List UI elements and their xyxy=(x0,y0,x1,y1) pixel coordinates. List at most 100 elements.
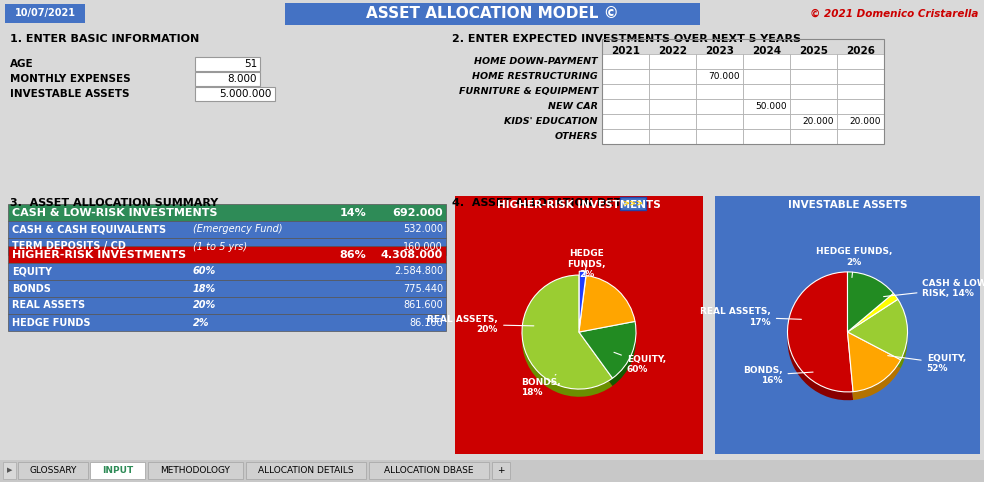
Bar xyxy=(743,84,790,99)
Bar xyxy=(790,84,837,99)
Text: 532.000: 532.000 xyxy=(403,225,443,235)
Text: © 2021 Domenico Cristarella: © 2021 Domenico Cristarella xyxy=(810,9,978,19)
Wedge shape xyxy=(522,275,612,389)
Text: 2. ENTER EXPECTED INVESTMENTS OVER NEXT 5 YEARS: 2. ENTER EXPECTED INVESTMENTS OVER NEXT … xyxy=(452,34,801,44)
Text: EQUITY,
52%: EQUITY, 52% xyxy=(888,354,965,373)
Text: 2021: 2021 xyxy=(611,46,640,56)
Bar xyxy=(8,263,446,280)
Wedge shape xyxy=(522,283,612,397)
Text: HIGHER-RISK INVESTMENTS: HIGHER-RISK INVESTMENTS xyxy=(12,250,186,259)
Text: 3.  ASSET ALLOCATION SUMMARY: 3. ASSET ALLOCATION SUMMARY xyxy=(10,198,218,208)
Text: HEDGE
FUNDS,
2%: HEDGE FUNDS, 2% xyxy=(568,249,606,279)
Text: 86%: 86% xyxy=(339,250,366,259)
Bar xyxy=(602,114,649,129)
Bar xyxy=(285,3,700,25)
Text: ALLOCATION DETAILS: ALLOCATION DETAILS xyxy=(258,466,354,475)
Text: INVESTABLE ASSETS: INVESTABLE ASSETS xyxy=(788,200,907,210)
Text: 70.000: 70.000 xyxy=(708,72,740,81)
Text: INVESTABLE ASSETS: INVESTABLE ASSETS xyxy=(10,89,130,99)
Bar xyxy=(743,69,790,84)
Text: 5.000.000: 5.000.000 xyxy=(219,89,272,99)
Bar xyxy=(837,129,884,144)
Bar xyxy=(696,69,743,84)
Text: EQUITY: EQUITY xyxy=(12,267,52,277)
Wedge shape xyxy=(847,340,900,400)
Bar xyxy=(0,460,984,482)
Text: 4.308.000: 4.308.000 xyxy=(381,250,443,259)
Wedge shape xyxy=(580,271,586,328)
Text: KIDS' EDUCATION: KIDS' EDUCATION xyxy=(505,117,598,126)
Text: ▶: ▶ xyxy=(7,468,12,473)
Text: BONDS,
18%: BONDS, 18% xyxy=(522,375,561,397)
Text: BONDS: BONDS xyxy=(12,283,51,294)
Bar xyxy=(8,314,446,331)
Text: BONDS,
16%: BONDS, 16% xyxy=(743,365,813,385)
Wedge shape xyxy=(579,329,636,386)
Text: 50.000: 50.000 xyxy=(756,102,787,111)
Bar xyxy=(649,129,696,144)
Text: +: + xyxy=(497,466,505,475)
Bar xyxy=(790,129,837,144)
Text: GLOSSARY: GLOSSARY xyxy=(30,466,77,475)
Text: TERM DEPOSITS / CD: TERM DEPOSITS / CD xyxy=(12,241,126,252)
Text: METHODOLOGY: METHODOLOGY xyxy=(160,466,230,475)
Text: 8.000: 8.000 xyxy=(227,74,257,84)
Wedge shape xyxy=(847,272,893,332)
Text: 160.000: 160.000 xyxy=(403,241,443,252)
Bar xyxy=(790,99,837,114)
Wedge shape xyxy=(579,283,635,340)
Text: HOME DOWN-PAYMENT: HOME DOWN-PAYMENT xyxy=(474,57,598,66)
Bar xyxy=(715,196,980,214)
Text: 20.000: 20.000 xyxy=(849,117,881,126)
Bar xyxy=(602,39,884,144)
Wedge shape xyxy=(847,332,900,392)
Text: CASH & LOW
RISK, 14%: CASH & LOW RISK, 14% xyxy=(884,279,984,298)
Bar xyxy=(369,462,489,479)
Bar xyxy=(8,221,446,238)
Wedge shape xyxy=(847,280,893,340)
Wedge shape xyxy=(787,280,853,400)
Text: 4.  ASSET ALLOCATION DETAILS: 4. ASSET ALLOCATION DETAILS xyxy=(452,198,648,208)
Bar xyxy=(5,4,85,23)
Bar xyxy=(837,114,884,129)
Bar xyxy=(195,57,260,71)
Bar xyxy=(837,69,884,84)
Text: REAL ASSETS: REAL ASSETS xyxy=(12,300,86,310)
Bar xyxy=(8,204,446,221)
Text: 861.600: 861.600 xyxy=(403,300,443,310)
Bar xyxy=(837,54,884,69)
Bar xyxy=(455,196,703,214)
Text: ALLOCATION DBASE: ALLOCATION DBASE xyxy=(384,466,473,475)
Bar xyxy=(90,462,145,479)
Bar xyxy=(790,69,837,84)
Bar xyxy=(743,99,790,114)
Text: HEDGE FUNDS: HEDGE FUNDS xyxy=(12,318,91,327)
Bar xyxy=(715,214,980,454)
Bar xyxy=(743,54,790,69)
Bar xyxy=(649,54,696,69)
Text: (1 to 5 yrs): (1 to 5 yrs) xyxy=(193,241,247,252)
Bar xyxy=(620,197,646,210)
Bar xyxy=(8,246,446,263)
Bar xyxy=(743,129,790,144)
Text: 51: 51 xyxy=(244,59,257,69)
Bar xyxy=(837,99,884,114)
Text: 2024: 2024 xyxy=(752,46,781,56)
Bar xyxy=(602,54,649,69)
Text: 2.584.800: 2.584.800 xyxy=(394,267,443,277)
Bar xyxy=(649,69,696,84)
Bar xyxy=(195,87,275,101)
Text: REAL ASSETS,
20%: REAL ASSETS, 20% xyxy=(427,315,534,334)
Bar xyxy=(790,54,837,69)
Bar xyxy=(3,462,16,479)
Bar xyxy=(696,129,743,144)
Bar xyxy=(455,214,703,454)
Text: HEDGE FUNDS,
2%: HEDGE FUNDS, 2% xyxy=(816,247,892,278)
Bar xyxy=(18,462,88,479)
Wedge shape xyxy=(847,299,907,360)
Text: 1. ENTER BASIC INFORMATION: 1. ENTER BASIC INFORMATION xyxy=(10,34,199,44)
Text: CASH & LOW-RISK INVESTMENTS: CASH & LOW-RISK INVESTMENTS xyxy=(12,207,217,217)
Bar xyxy=(148,462,243,479)
Text: 775.440: 775.440 xyxy=(402,283,443,294)
Bar xyxy=(602,129,649,144)
